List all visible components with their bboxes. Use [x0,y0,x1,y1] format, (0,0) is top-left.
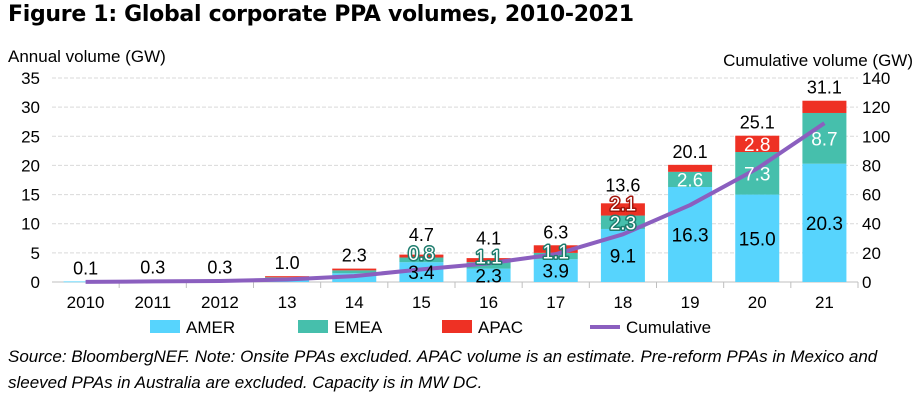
total-label: 4.7 [409,225,434,245]
legend-label: APAC [478,318,523,337]
bar-apac [600,203,645,216]
total-label: 0.3 [207,257,232,277]
bar-apac [466,258,511,263]
y-tick-label: 35 [21,69,40,88]
total-label: 0.3 [140,257,165,277]
total-label: 6.3 [543,222,568,242]
x-tick-label: 2012 [201,293,239,312]
y2-tick-label: 100 [862,127,890,146]
legend-swatch-apac [442,320,472,333]
total-label: 31.1 [807,78,842,98]
chart-title: Figure 1: Global corporate PPA volumes, … [8,2,634,27]
bar-apac [265,276,310,278]
y2-tick-label: 40 [862,215,881,234]
segment-label: 2.1 [610,194,636,215]
total-label: 1.0 [275,253,300,273]
y-tick-label: 10 [21,215,40,234]
y2-tick-label: 120 [862,98,890,117]
x-tick-label: 19 [681,293,700,312]
segment-label: 2.3 [475,266,501,287]
bar-emea [399,257,444,263]
bar-amer [533,259,578,282]
total-label: 20.1 [673,142,708,162]
legend-label: EMEA [334,318,383,337]
bar-apac [802,100,847,113]
segment-label: 7.3 [744,164,770,185]
x-tick-label: 21 [815,293,834,312]
x-tick-label: 13 [278,293,297,312]
bar-emea [668,171,713,187]
x-tick-label: 14 [345,293,364,312]
total-label: 25.1 [740,113,775,133]
bar-apac [668,164,713,172]
segment-label: 0.8 [408,244,434,265]
segment-label: 2.8 [744,135,770,156]
cumulative-line [85,121,826,284]
bar-amer [735,194,780,282]
y-tick-label: 0 [31,273,40,292]
bar-emea [600,215,645,229]
legend-label: AMER [186,318,235,337]
y-tick-label: 5 [31,244,40,263]
y-tick-label: 30 [21,98,40,117]
legend-swatch-amer [150,320,180,333]
segment-label: 9.1 [610,246,636,267]
segment-label: 20.3 [806,214,843,235]
segment-label: 2.6 [677,170,703,191]
legend-label: Cumulative [626,318,711,337]
bar-amer [802,163,847,282]
x-tick-label: 15 [412,293,431,312]
bar-apac [533,245,578,253]
segment-label: 1.1 [543,243,569,264]
y2-tick-label: 20 [862,244,881,263]
bar-apac [332,268,377,271]
y2-tick-label: 60 [862,186,881,205]
total-label: 2.3 [342,246,367,266]
segment-label: 15.0 [739,229,776,250]
source-note: Source: BloombergNEF. Note: Onsite PPAs … [8,347,878,392]
y-axis-label: Annual volume (GW) [8,47,166,66]
segment-label: 8.7 [811,129,837,150]
y2-tick-label: 0 [862,273,871,292]
bar-emea [466,262,511,269]
total-label: 4.1 [476,228,501,248]
x-tick-label: 16 [479,293,498,312]
x-tick-label: 2011 [134,293,171,312]
total-label: 0.1 [73,258,98,278]
y-tick-label: 25 [21,127,40,146]
x-tick-label: 18 [613,293,632,312]
total-label: 13.6 [605,175,640,195]
bar-apac [399,254,444,258]
bar-apac [735,135,780,153]
y2-tick-label: 80 [862,156,881,175]
segment-label: 16.3 [672,225,709,246]
y-tick-label: 20 [21,156,40,175]
bar-emea [332,270,377,274]
legend-swatch-emea [298,320,328,333]
chart: 0 5 10 15 20 25 30 35 0 20 40 60 80 100 120 140 Annual v… [8,47,913,337]
y2-axis-label: Cumulative volume (GW) [723,51,913,70]
bar-amer [466,268,511,282]
segment-label: 3.4 [408,263,435,284]
segment-label: 1.1 [475,247,501,268]
y2-tick-label: 140 [862,69,890,88]
x-tick-label: 2010 [67,293,105,312]
x-tick-label: 17 [546,293,565,312]
segment-label: 2.3 [610,213,636,234]
x-tick-label: 20 [748,293,767,312]
y-tick-label: 15 [21,186,40,205]
segment-label: 3.9 [543,262,569,283]
bar-emea [802,112,847,164]
